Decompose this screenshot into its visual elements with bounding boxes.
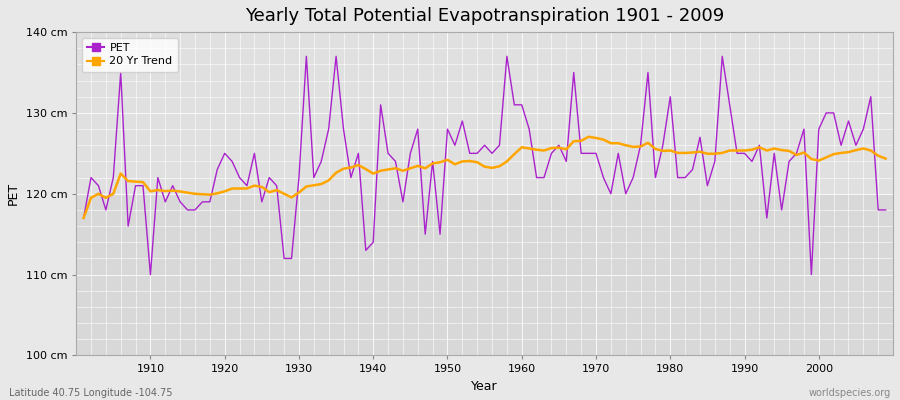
20 Yr Trend [880,156,891,161]
PET [78,216,89,220]
PET [620,191,631,196]
X-axis label: Year: Year [472,380,498,393]
Y-axis label: PET: PET [7,182,20,205]
20 Yr Trend [613,141,624,146]
PET [360,248,371,253]
20 Yr Trend [583,134,594,139]
Title: Yearly Total Potential Evapotranspiration 1901 - 2009: Yearly Total Potential Evapotranspiratio… [245,7,724,25]
PET [316,159,327,164]
Line: 20 Yr Trend: 20 Yr Trend [84,137,886,218]
PET [145,272,156,277]
20 Yr Trend [301,184,311,189]
PET [138,183,148,188]
Text: worldspecies.org: worldspecies.org [809,388,891,398]
20 Yr Trend [138,180,148,184]
Legend: PET, 20 Yr Trend: PET, 20 Yr Trend [82,38,178,72]
PET [524,127,535,132]
20 Yr Trend [508,152,519,156]
PET [531,175,542,180]
Line: PET: PET [84,56,886,275]
PET [880,208,891,212]
20 Yr Trend [78,216,89,220]
20 Yr Trend [346,165,356,170]
PET [301,54,311,59]
Bar [76,113,893,194]
Bar [76,32,893,113]
20 Yr Trend [517,145,527,150]
Text: Latitude 40.75 Longitude -104.75: Latitude 40.75 Longitude -104.75 [9,388,173,398]
